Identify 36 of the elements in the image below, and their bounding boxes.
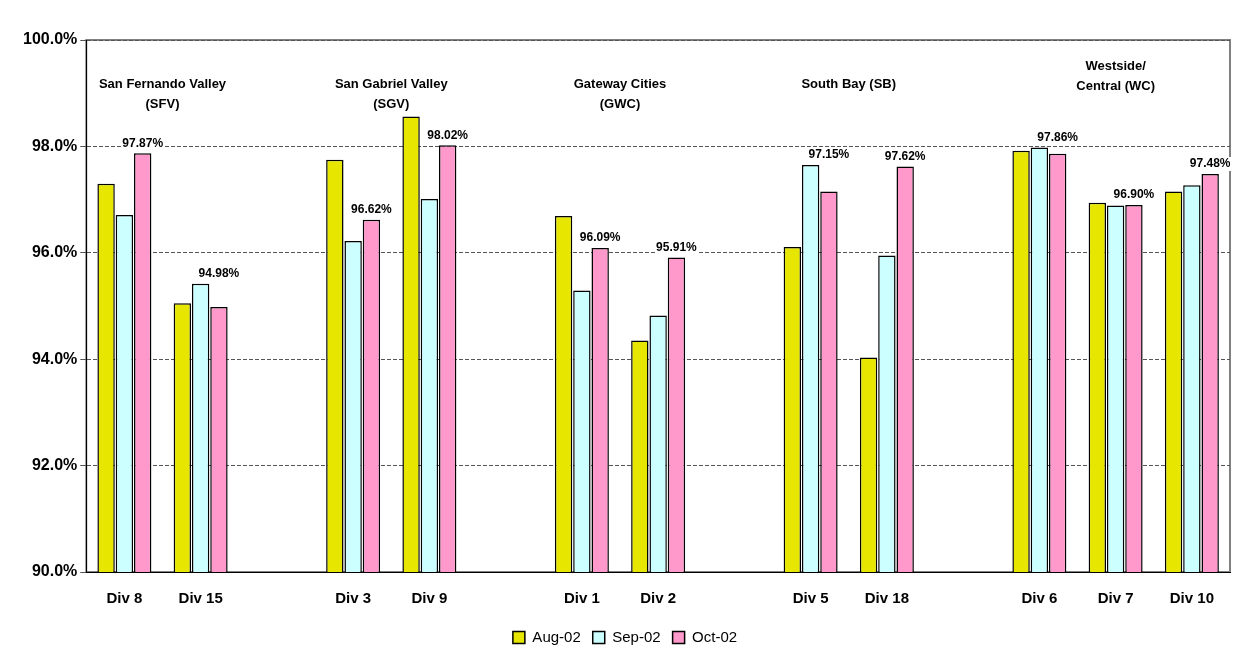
- data-label: 94.98%: [198, 265, 240, 280]
- data-label: 96.09%: [579, 230, 621, 245]
- x-tick-label: Div 5: [792, 589, 829, 607]
- data-label: 97.87%: [122, 135, 164, 150]
- x-tick-label: Div 3: [335, 589, 372, 607]
- y-tick-label: 98.0%: [31, 136, 78, 154]
- data-label: 98.02%: [427, 127, 469, 142]
- x-tick-label: Div 15: [178, 589, 223, 607]
- legend-label: Sep-02: [612, 627, 661, 645]
- annotation: San Fernando Valley (SFV): [98, 76, 227, 112]
- legend-label: Oct-02: [692, 627, 738, 645]
- data-label: 97.86%: [1037, 129, 1079, 144]
- y-tick-label: 96.0%: [31, 243, 78, 261]
- annotation: Westside/ Central (WC): [1076, 58, 1155, 94]
- annotation: San Gabriel Valley (SGV): [334, 76, 449, 112]
- data-label: 97.48%: [1189, 156, 1231, 171]
- x-tick-label: Div 7: [1097, 589, 1134, 607]
- x-tick-label: Div 10: [1169, 589, 1214, 607]
- annotation: Gateway Cities (GWC): [573, 76, 667, 112]
- data-label: 96.90%: [1113, 187, 1155, 202]
- y-tick-label: 90.0%: [31, 562, 78, 580]
- data-label: 97.15%: [808, 147, 850, 162]
- y-tick-label: 100.0%: [23, 30, 78, 48]
- x-tick-label: Div 9: [411, 589, 448, 607]
- x-tick-label: Div 2: [640, 589, 677, 607]
- data-label: 97.62%: [884, 148, 926, 163]
- y-tick-label: 92.0%: [31, 456, 78, 474]
- data-label: 96.62%: [351, 202, 393, 217]
- y-tick-label: 94.0%: [31, 349, 78, 367]
- x-tick-label: Div 8: [106, 589, 143, 607]
- x-tick-label: Div 6: [1021, 589, 1058, 607]
- data-label: 95.91%: [656, 239, 698, 254]
- x-tick-label: Div 18: [864, 589, 909, 607]
- legend-label: Aug-02: [532, 627, 581, 645]
- annotation: South Bay (SB): [801, 76, 897, 92]
- x-tick-label: Div 1: [563, 589, 600, 607]
